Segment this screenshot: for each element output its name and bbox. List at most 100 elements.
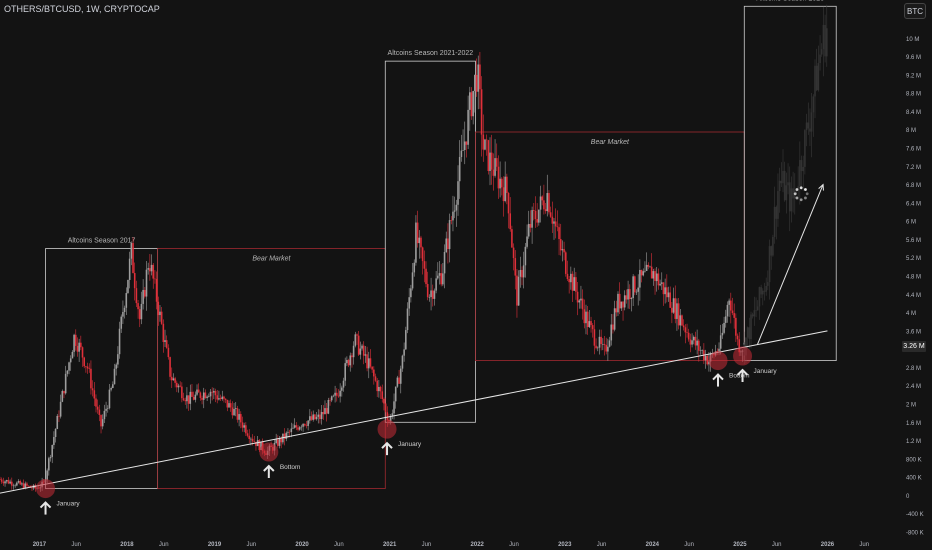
candle-body: [406, 308, 409, 331]
candle-body: [117, 354, 119, 365]
candle-body: [391, 413, 394, 416]
currency-button[interactable]: BTC: [904, 3, 926, 19]
candle-body: [583, 309, 586, 324]
candle-body: [622, 301, 624, 308]
candle-body: [202, 392, 205, 400]
candle-body: [620, 301, 623, 309]
projection-arrow: [756, 184, 824, 345]
x-tick-label: 2020: [295, 542, 309, 548]
arrow-head: [818, 183, 824, 191]
candle-body: [443, 252, 446, 274]
candle-body: [447, 238, 449, 250]
candle-body: [295, 425, 298, 428]
x-tick-label: 2018: [120, 542, 134, 548]
candle-body: [462, 150, 464, 151]
annotation-label: Altcoins Season 2021-2022: [388, 50, 474, 57]
candle-body: [312, 414, 315, 420]
projection-body: [804, 130, 806, 167]
candle-body: [26, 483, 28, 486]
candle-body: [413, 262, 416, 273]
y-tick-label: 10 M: [906, 37, 919, 43]
candle-body: [159, 311, 161, 316]
candle-body: [615, 308, 618, 313]
candle-body: [347, 359, 350, 366]
candle-body: [558, 227, 560, 240]
overlay-lines: [0, 183, 828, 494]
candle-body: [378, 386, 380, 392]
candle-body: [524, 246, 527, 266]
candle-body: [314, 414, 316, 420]
candle-body: [231, 407, 234, 416]
candle-body: [482, 134, 485, 150]
candle-body: [497, 166, 500, 189]
projection-body: [799, 160, 801, 187]
candle-body: [564, 252, 567, 274]
candle-body: [549, 212, 552, 217]
candle-body: [34, 485, 37, 489]
x-tick-label: 2025: [733, 542, 747, 548]
candle-body: [527, 223, 530, 237]
candle-body: [516, 275, 518, 306]
candle-body: [71, 351, 74, 359]
candle-body: [349, 355, 352, 366]
candle-body: [607, 346, 609, 352]
candle-body: [578, 300, 581, 303]
candle-body: [686, 332, 688, 333]
candle-body: [204, 392, 207, 399]
candle-body: [241, 422, 244, 428]
candle-body: [506, 176, 508, 193]
candle-body: [440, 273, 442, 285]
candle-body: [628, 289, 631, 300]
candle-body: [504, 176, 506, 202]
loading-dot: [793, 192, 797, 196]
candle-body: [169, 357, 171, 377]
y-tick-label: 6 M: [906, 220, 916, 226]
candle-body: [512, 247, 515, 259]
candle-body: [639, 269, 641, 288]
up-arrow-head: [381, 441, 393, 449]
candle-body: [335, 392, 338, 396]
candle-body: [251, 438, 254, 442]
candle-body: [245, 425, 247, 434]
last-price-tag: 3.26 M: [902, 340, 926, 352]
candle-body: [339, 390, 341, 397]
candle-body: [149, 268, 151, 272]
candle-body: [24, 483, 27, 489]
marker-label: Bottom: [729, 373, 750, 380]
candle-body: [568, 279, 570, 283]
x-tick-label: 2019: [208, 542, 222, 548]
annotation-label: Altcoins Season 2025: [756, 0, 824, 2]
candle-body: [411, 272, 414, 289]
candle-body: [197, 389, 200, 393]
candle-body: [2, 481, 5, 484]
projection-body: [815, 65, 818, 91]
candle-body: [691, 340, 693, 345]
projection-body: [810, 112, 813, 132]
candle-body: [502, 187, 505, 202]
projection-body: [748, 327, 751, 340]
candle-body: [613, 308, 616, 330]
candle-body: [453, 210, 456, 212]
candle-body: [98, 409, 101, 415]
candle-body: [660, 282, 663, 284]
annotation-box: [45, 248, 159, 489]
candle-body: [662, 282, 665, 295]
candle-body: [100, 414, 102, 427]
candle-body: [559, 239, 562, 251]
candle-body: [176, 382, 178, 388]
candle-body: [435, 278, 437, 291]
candle-body: [736, 335, 739, 340]
candle-body: [731, 310, 734, 314]
candle-body: [477, 64, 480, 92]
candle-body: [354, 334, 357, 346]
candle-body: [322, 411, 325, 415]
candle-body: [327, 400, 330, 414]
candle-body: [657, 273, 660, 286]
candle-body: [548, 193, 550, 213]
candle-body: [258, 440, 261, 451]
x-tick-label: 2024: [646, 542, 660, 548]
candle-body: [522, 265, 525, 278]
projection-body: [819, 54, 821, 64]
candle-body: [405, 330, 407, 350]
